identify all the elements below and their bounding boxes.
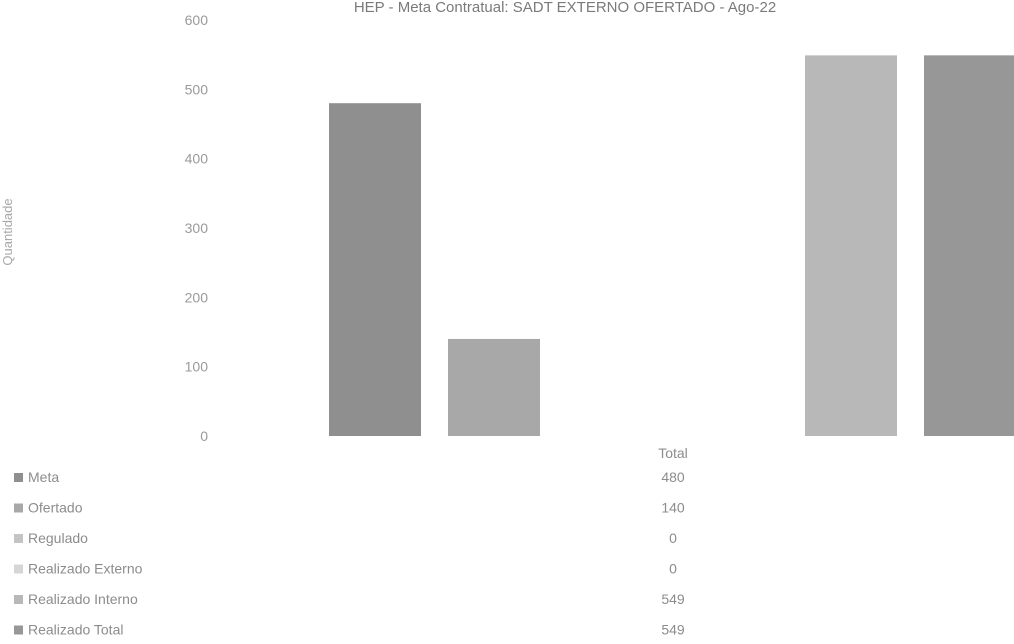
bar-ofertado bbox=[448, 338, 540, 436]
legend-label: Meta bbox=[28, 469, 59, 485]
y-axis-ticks: 0 100 200 300 400 500 600 bbox=[185, 12, 209, 444]
bars bbox=[329, 55, 1014, 437]
legend-swatch bbox=[14, 564, 23, 574]
data-table-value: 0 bbox=[669, 561, 677, 577]
data-table-value: 140 bbox=[661, 500, 685, 516]
y-tick-label: 200 bbox=[185, 289, 209, 305]
chart-title: HEP - Meta Contratual: SADT EXTERNO OFER… bbox=[354, 0, 776, 16]
data-table-value: 480 bbox=[661, 469, 685, 485]
legend-label: Realizado Interno bbox=[28, 591, 138, 607]
legend-label: Ofertado bbox=[28, 500, 83, 516]
data-table-value: 549 bbox=[661, 622, 685, 638]
y-tick-label: 100 bbox=[185, 359, 209, 375]
legend-label: Realizado Total bbox=[28, 622, 123, 638]
y-tick-label: 400 bbox=[185, 151, 209, 167]
legend-swatch bbox=[14, 473, 23, 482]
y-tick-label: 500 bbox=[185, 81, 209, 97]
legend-swatch bbox=[14, 595, 23, 604]
y-tick-label: 300 bbox=[185, 220, 209, 236]
legend-label: Realizado Externo bbox=[28, 561, 143, 577]
bar-realizado-interno bbox=[805, 55, 897, 437]
y-tick-label: 0 bbox=[200, 428, 208, 444]
bar-realizado-total bbox=[924, 55, 1014, 437]
y-tick-label: 600 bbox=[185, 12, 209, 28]
legend-data-table: Meta 480 Ofertado 140 Regulado 0 Realizado Ext… bbox=[14, 469, 685, 638]
y-axis-label: Quantidade bbox=[0, 198, 15, 265]
legend-swatch bbox=[14, 534, 23, 543]
legend-swatch bbox=[14, 503, 23, 513]
legend-swatch bbox=[14, 625, 23, 635]
bar-meta bbox=[329, 103, 421, 436]
legend-label: Regulado bbox=[28, 530, 88, 546]
data-table-value: 0 bbox=[669, 530, 677, 546]
category-label: Total bbox=[658, 445, 688, 461]
data-table-value: 549 bbox=[661, 591, 685, 607]
